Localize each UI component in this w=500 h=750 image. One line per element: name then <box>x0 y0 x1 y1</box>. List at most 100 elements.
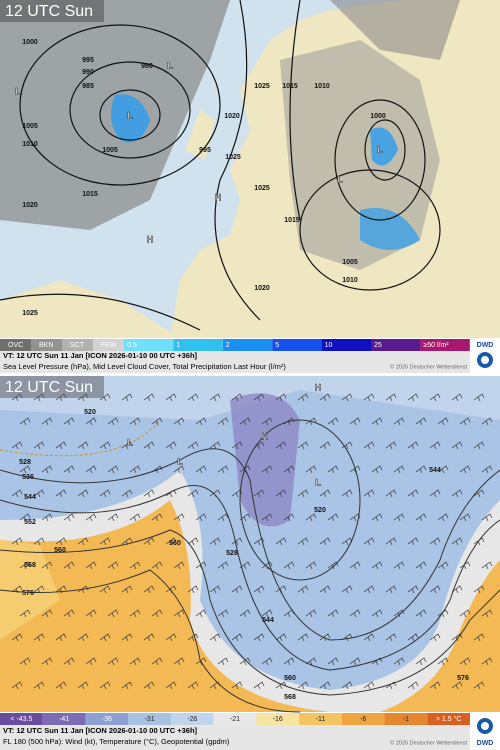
wind-barb <box>151 513 163 522</box>
wind-barb <box>195 417 207 426</box>
wind-barb <box>209 537 221 546</box>
wind-barb <box>451 633 463 642</box>
wind-barb <box>371 465 383 474</box>
wind-barb <box>451 585 463 594</box>
legend-label: -21 <box>230 716 240 723</box>
isotherm <box>0 419 161 457</box>
wind-barb <box>481 465 493 474</box>
valid-time: VT: 12 UTC Sun 11 Jan [ICON 2026-01-10 0… <box>3 351 198 360</box>
wind-barb <box>121 393 133 402</box>
cloud-cover <box>330 0 460 60</box>
wind-barb <box>129 609 141 618</box>
isobar <box>69 61 191 159</box>
isobar-label: 1010 <box>314 83 330 90</box>
wind-barb <box>55 633 67 642</box>
precipitation <box>360 208 420 250</box>
wind-barb <box>261 513 273 522</box>
wind-barb <box>253 393 265 402</box>
isobar-label: 1000 <box>22 39 38 46</box>
wind-barb <box>33 441 45 450</box>
wind-barb <box>11 489 23 498</box>
wind-barb <box>429 585 441 594</box>
wind-barb <box>77 585 89 594</box>
wind-barb <box>11 633 23 642</box>
wind-barb <box>327 561 339 570</box>
wind-barb <box>283 465 295 474</box>
wind-barb <box>407 585 419 594</box>
wind-barb <box>459 561 471 570</box>
wind-barb <box>33 633 45 642</box>
wind-barb <box>121 681 133 690</box>
isobar-label: 1000 <box>370 113 386 120</box>
pressure-center: H <box>315 382 322 392</box>
wind-barb <box>283 657 295 666</box>
wind-barb <box>305 417 317 426</box>
wind-barb <box>107 513 119 522</box>
isobar <box>19 24 221 186</box>
wind-barb <box>231 393 243 402</box>
wind-barb <box>319 585 331 594</box>
wind-barb <box>85 609 97 618</box>
wind-barb <box>63 609 75 618</box>
wind-barb <box>319 681 331 690</box>
wind-barb <box>19 657 31 666</box>
wind-barb <box>165 681 177 690</box>
wind-barb <box>33 585 45 594</box>
wind-barb <box>371 513 383 522</box>
wind-barb <box>275 441 287 450</box>
wind-barb <box>19 561 31 570</box>
wind-barb <box>481 513 493 522</box>
wind-barb <box>55 441 67 450</box>
legend-swatch <box>31 339 62 351</box>
wind-barb <box>99 441 111 450</box>
wind-barb <box>63 657 75 666</box>
wind-barb <box>165 441 177 450</box>
wind-barb <box>297 441 309 450</box>
wind-barb <box>451 441 463 450</box>
wind-barb <box>63 417 75 426</box>
isobar-label: 1015 <box>284 217 300 224</box>
wind-barb <box>297 633 309 642</box>
wind-barb <box>429 393 441 402</box>
wind-barb <box>327 657 339 666</box>
wind-barb <box>165 585 177 594</box>
legend-swatch <box>85 713 129 725</box>
legend-label: -26 <box>187 716 197 723</box>
logo-mark <box>481 356 489 364</box>
legend-label: 10 <box>325 342 333 349</box>
precipitation <box>370 127 398 166</box>
legend-label: -1 <box>403 716 409 723</box>
legend-label: -31 <box>144 716 154 723</box>
contour-label: 560 <box>169 540 181 547</box>
wind-barb <box>473 393 485 402</box>
isobar-label: 990 <box>82 69 94 76</box>
wind-barb <box>165 537 177 546</box>
wind-barb <box>107 657 119 666</box>
wind-barb <box>437 657 449 666</box>
isobar <box>334 99 426 221</box>
isobar <box>0 293 201 331</box>
pressure-center: H <box>147 234 154 244</box>
wind-barb <box>173 609 185 618</box>
wind-barb <box>327 513 339 522</box>
legend-label: -11 <box>316 716 326 723</box>
wind-barb <box>459 513 471 522</box>
wind-barb <box>327 465 339 474</box>
wind-barb <box>429 489 441 498</box>
wind-barb <box>437 561 449 570</box>
isobar-label: 1005 <box>342 259 358 266</box>
wind-barb <box>253 585 265 594</box>
wind-barb <box>217 513 229 522</box>
wind-barb <box>129 561 141 570</box>
wind-barb <box>363 489 375 498</box>
cloud-cover <box>280 40 440 270</box>
wind-barb <box>231 537 243 546</box>
legend-label: FEW <box>101 342 117 349</box>
wind-barb <box>275 393 287 402</box>
wind-barb <box>283 609 295 618</box>
temperature-field <box>0 540 60 640</box>
legend-swatch <box>321 339 371 351</box>
wind-barb <box>55 681 67 690</box>
